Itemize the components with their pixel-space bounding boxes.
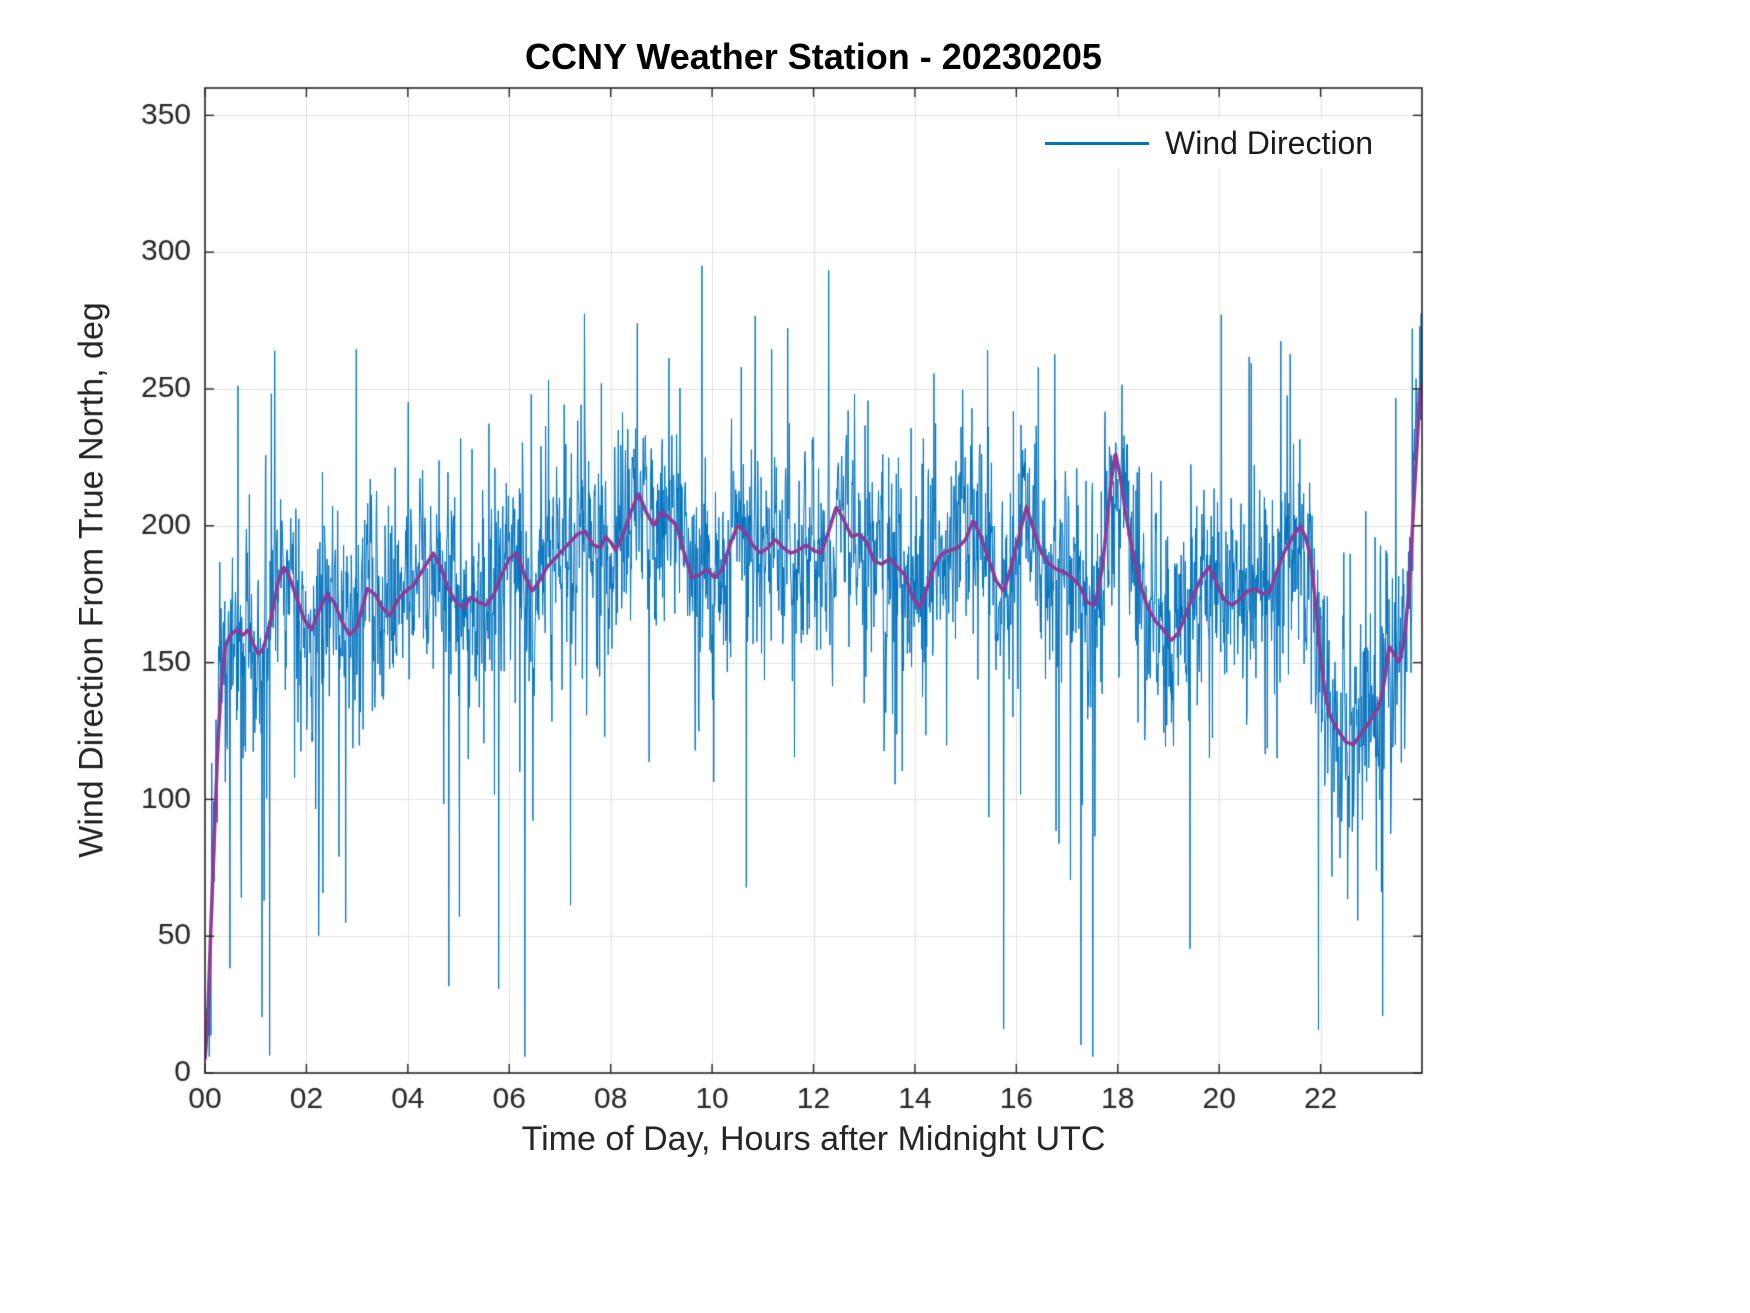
x-axis-label: Time of Day, Hours after Midnight UTC [521,1120,1106,1158]
legend-label: Wind Direction [1165,124,1374,161]
legend: Wind Direction [1035,118,1384,168]
y-axis-label: Wind Direction From True North, deg [72,302,111,858]
chart-title: CCNY Weather Station - 20230205 [525,36,1102,77]
legend-line-sample [1045,141,1149,145]
